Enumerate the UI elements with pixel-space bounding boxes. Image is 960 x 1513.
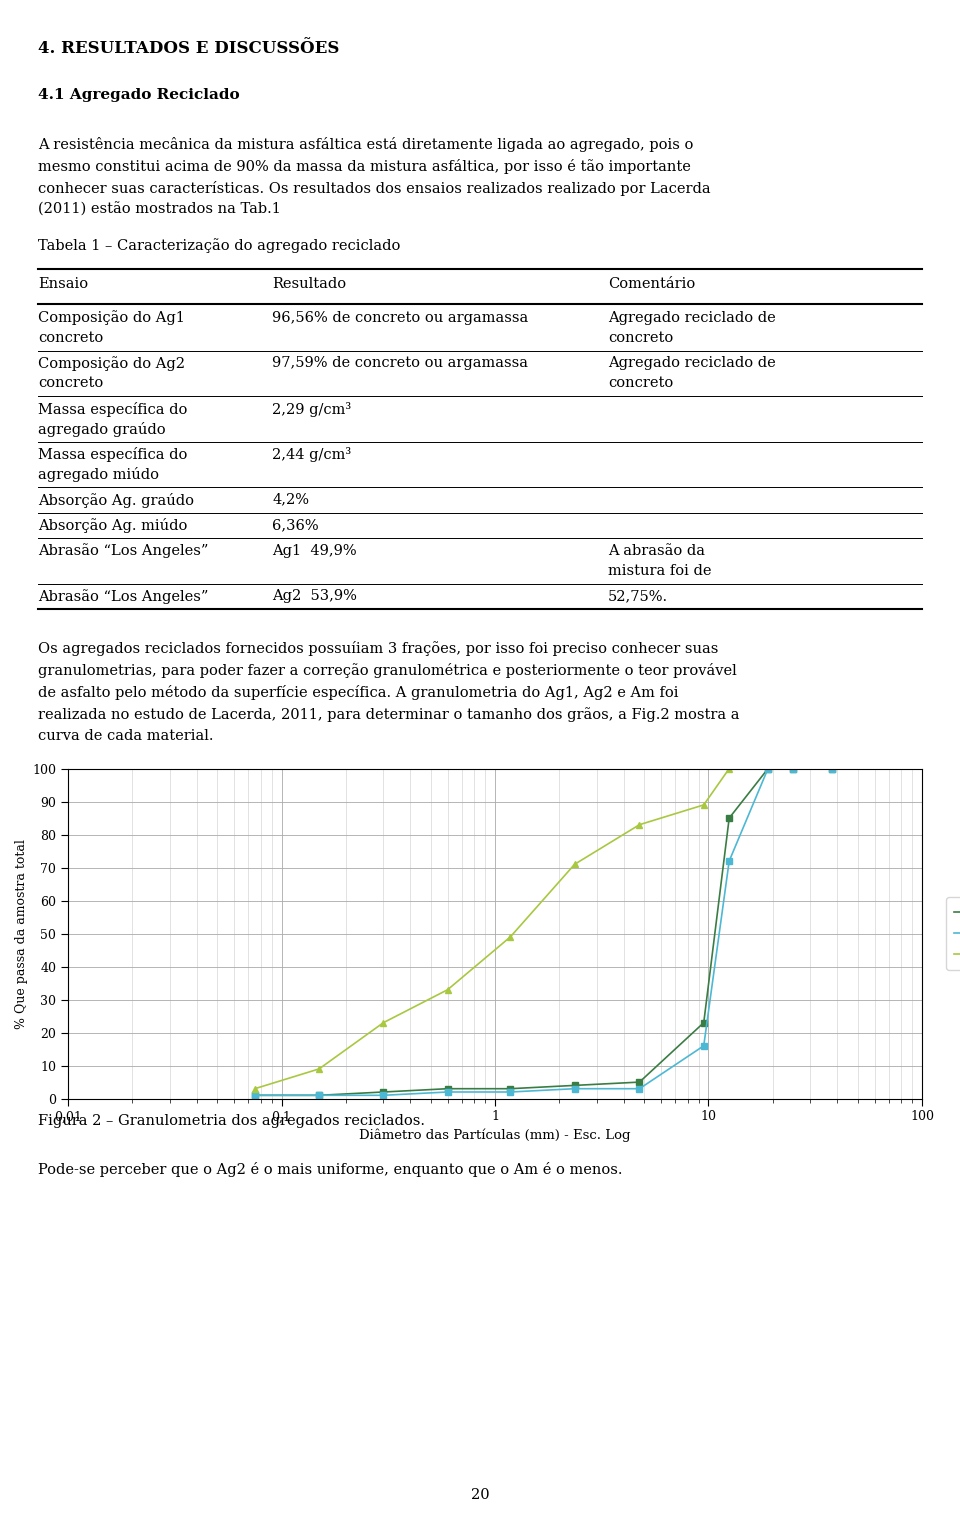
Text: 2,29 g/cm³: 2,29 g/cm³ [273, 401, 351, 416]
Text: concreto: concreto [609, 377, 673, 390]
Text: Pode-se perceber que o Ag2 é o mais uniforme, enquanto que o Am é o menos.: Pode-se perceber que o Ag2 é o mais unif… [38, 1162, 622, 1177]
Ag2 [827, 760, 838, 778]
Ag2 [788, 760, 800, 778]
Text: curva de cada material.: curva de cada material. [38, 729, 213, 743]
Text: A resistência mecânica da mistura asfáltica está diretamente ligada ao agregado,: A resistência mecânica da mistura asfált… [38, 136, 693, 151]
Text: 4. RESULTADOS E DISCUSSÕES: 4. RESULTADOS E DISCUSSÕES [38, 39, 340, 57]
X-axis label: Diâmetro das Partículas (mm) - Esc. Log: Diâmetro das Partículas (mm) - Esc. Log [359, 1129, 631, 1142]
Am [442, 980, 453, 999]
Ag1 [249, 1086, 260, 1104]
Line: Ag1: Ag1 [252, 766, 836, 1098]
Text: 96,56% de concreto ou argamassa: 96,56% de concreto ou argamassa [273, 310, 529, 325]
Text: de asfalto pelo método da superfície específica. A granulometria do Ag1, Ag2 e A: de asfalto pelo método da superfície esp… [38, 685, 679, 701]
Am [698, 796, 709, 814]
Text: Composição do Ag2: Composição do Ag2 [38, 356, 185, 371]
Text: Absorção Ag. graúdo: Absorção Ag. graúdo [38, 493, 194, 507]
Text: concreto: concreto [38, 331, 104, 345]
Am [505, 927, 516, 946]
Ag1 [634, 1073, 645, 1091]
Text: realizada no estudo de Lacerda, 2011, para determinar o tamanho dos grãos, a Fig: realizada no estudo de Lacerda, 2011, pa… [38, 707, 739, 722]
Legend: Ag1, Ag2, Am: Ag1, Ag2, Am [946, 897, 960, 970]
Text: Tabela 1 – Caracterização do agregado reciclado: Tabela 1 – Caracterização do agregado re… [38, 238, 400, 253]
Ag1 [442, 1080, 453, 1098]
Text: Ag2  53,9%: Ag2 53,9% [273, 589, 357, 604]
Text: 97,59% de concreto ou argamassa: 97,59% de concreto ou argamassa [273, 356, 528, 371]
Text: 20: 20 [470, 1487, 490, 1502]
Text: 2,44 g/cm³: 2,44 g/cm³ [273, 448, 351, 461]
Text: granulometrias, para poder fazer a correção granulométrica e posteriormente o te: granulometrias, para poder fazer a corre… [38, 663, 736, 678]
Text: Ensaio: Ensaio [38, 277, 88, 290]
Text: agregado graúdo: agregado graúdo [38, 422, 166, 437]
Text: Composição do Ag1: Composição do Ag1 [38, 310, 185, 325]
Text: agregado miúdo: agregado miúdo [38, 468, 159, 483]
Text: Agregado reciclado de: Agregado reciclado de [609, 310, 776, 325]
Text: conhecer suas características. Os resultados dos ensaios realizados realizado po: conhecer suas características. Os result… [38, 180, 710, 195]
Text: Abrasão “Los Angeles”: Abrasão “Los Angeles” [38, 543, 208, 558]
Am [569, 855, 581, 873]
Line: Ag2: Ag2 [252, 766, 836, 1098]
Am [724, 760, 735, 778]
Ag1 [788, 760, 800, 778]
Ag1 [313, 1086, 324, 1104]
Line: Am: Am [252, 766, 732, 1092]
Text: Ag1  49,9%: Ag1 49,9% [273, 543, 357, 558]
Ag1 [827, 760, 838, 778]
Text: A abrasão da: A abrasão da [609, 543, 706, 558]
Ag1 [762, 760, 774, 778]
Text: concreto: concreto [38, 377, 104, 390]
Text: Massa específica do: Massa específica do [38, 448, 187, 461]
Ag1 [505, 1080, 516, 1098]
Text: mistura foi de: mistura foi de [609, 564, 711, 578]
Text: (2011) estão mostrados na Tab.1: (2011) estão mostrados na Tab.1 [38, 203, 281, 216]
Text: 6,36%: 6,36% [273, 517, 319, 533]
Ag2 [377, 1086, 389, 1104]
Text: 4.1 Agregado Reciclado: 4.1 Agregado Reciclado [38, 88, 240, 103]
Text: 52,75%.: 52,75%. [609, 589, 668, 604]
Text: Abrasão “Los Angeles”: Abrasão “Los Angeles” [38, 589, 208, 604]
Ag2 [724, 852, 735, 870]
Ag2 [698, 1036, 709, 1055]
Text: Comentário: Comentário [609, 277, 695, 290]
Am [634, 816, 645, 834]
Am [377, 1014, 389, 1032]
Text: mesmo constitui acima de 90% da massa da mistura asfáltica, por isso é tão impor: mesmo constitui acima de 90% da massa da… [38, 159, 691, 174]
Text: Resultado: Resultado [273, 277, 347, 290]
Text: Agregado reciclado de: Agregado reciclado de [609, 356, 776, 371]
Text: Os agregados reciclados fornecidos possuíiam 3 frações, por isso foi preciso con: Os agregados reciclados fornecidos possu… [38, 642, 718, 657]
Text: Figura 2 – Granulometria dos agregados reciclados.: Figura 2 – Granulometria dos agregados r… [38, 1114, 425, 1127]
Ag2 [249, 1086, 260, 1104]
Ag2 [442, 1083, 453, 1101]
Text: concreto: concreto [609, 331, 673, 345]
Ag2 [505, 1083, 516, 1101]
Ag1 [377, 1083, 389, 1101]
Ag1 [569, 1076, 581, 1094]
Ag2 [569, 1080, 581, 1098]
Ag2 [762, 760, 774, 778]
Text: 4,2%: 4,2% [273, 493, 309, 507]
Am [313, 1059, 324, 1077]
Am [249, 1080, 260, 1098]
Y-axis label: % Que passa da amostra total: % Que passa da amostra total [15, 838, 28, 1029]
Ag1 [698, 1014, 709, 1032]
Text: Absorção Ag. miúdo: Absorção Ag. miúdo [38, 517, 187, 533]
Text: Massa específica do: Massa específica do [38, 401, 187, 416]
Ag1 [724, 809, 735, 828]
Ag2 [634, 1080, 645, 1098]
Ag2 [313, 1086, 324, 1104]
